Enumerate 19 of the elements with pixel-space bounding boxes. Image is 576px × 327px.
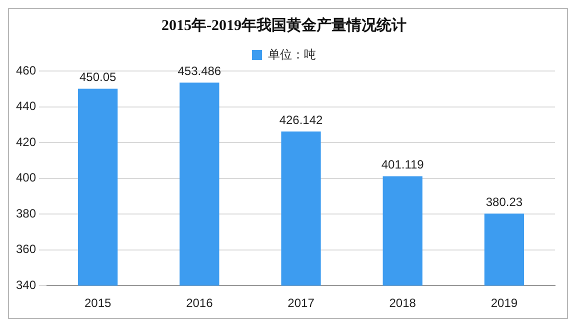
y-tick-label: 400: [16, 170, 36, 185]
data-label: 453.486: [178, 64, 222, 78]
y-tick-label: 460: [16, 63, 36, 78]
y-tick-label: 420: [16, 134, 36, 149]
data-label: 450.05: [79, 70, 116, 84]
data-label: 380.23: [486, 194, 523, 209]
data-label: 401.119: [381, 158, 424, 172]
y-tick-label: 440: [16, 99, 36, 114]
data-label: 426.142: [279, 112, 324, 127]
x-tick-label: 2018: [389, 296, 416, 310]
x-tick-label: 2019: [490, 296, 518, 310]
y-tick-label: 380: [16, 206, 36, 220]
chart-title: 2015年-2019年我国黄金产量情况统计: [162, 16, 406, 34]
y-tick-label: 360: [16, 242, 36, 256]
y-tick-label: 340: [16, 278, 36, 292]
x-tick-label: 2015: [84, 296, 112, 310]
legend-label: 单位：吨: [268, 47, 316, 62]
x-tick-label: 2017: [288, 296, 315, 310]
x-tick-label: 2016: [186, 296, 214, 310]
